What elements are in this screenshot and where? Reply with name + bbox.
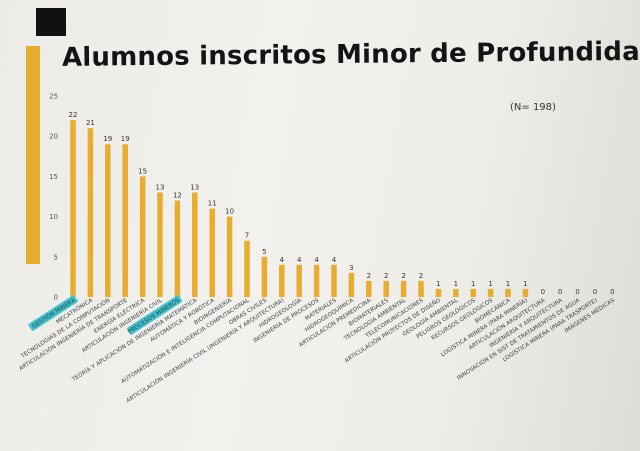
bar bbox=[244, 240, 250, 297]
bar-value-label: 0 bbox=[558, 288, 562, 296]
bar bbox=[139, 176, 146, 297]
sample-size-annotation: (N= 198) bbox=[510, 102, 556, 113]
bar-value-label: 5 bbox=[262, 248, 266, 256]
bar-value-label: 0 bbox=[541, 288, 545, 296]
bar-value-label: 0 bbox=[575, 288, 579, 296]
bar-value-label: 19 bbox=[121, 135, 130, 143]
bar-value-label: 1 bbox=[506, 280, 510, 288]
y-tick-label: 0 bbox=[54, 294, 58, 302]
bar bbox=[87, 128, 94, 297]
side-accent-bar bbox=[26, 46, 40, 264]
bar bbox=[400, 280, 407, 297]
bar-value-label: 1 bbox=[488, 280, 492, 288]
bar-value-label: 2 bbox=[367, 272, 371, 280]
category-highlight bbox=[126, 295, 183, 335]
bar-value-label: 1 bbox=[523, 280, 527, 288]
bar-value-label: 3 bbox=[349, 264, 353, 272]
bar-value-label: 12 bbox=[173, 192, 182, 200]
bar-value-label: 4 bbox=[297, 256, 302, 264]
bar bbox=[226, 216, 233, 297]
bar-value-label: 2 bbox=[401, 272, 405, 280]
bar bbox=[209, 208, 215, 297]
bar-value-label: 11 bbox=[208, 200, 217, 208]
y-tick-label: 5 bbox=[54, 253, 58, 261]
y-tick-label: 25 bbox=[49, 93, 58, 101]
bar-value-label: 0 bbox=[593, 288, 597, 296]
bar bbox=[366, 280, 372, 297]
bar-value-label: 4 bbox=[332, 256, 337, 264]
y-tick-label: 20 bbox=[49, 133, 58, 141]
bar-value-label: 7 bbox=[245, 232, 249, 240]
bar-value-label: 1 bbox=[436, 280, 440, 288]
y-tick-label: 10 bbox=[49, 213, 58, 221]
bar bbox=[174, 200, 181, 297]
bar-value-label: 1 bbox=[471, 280, 475, 288]
bar-value-label: 4 bbox=[314, 256, 319, 264]
category-highlight bbox=[28, 295, 78, 331]
bar bbox=[505, 288, 511, 297]
bar-value-label: 22 bbox=[69, 111, 78, 119]
bar-value-label: 13 bbox=[190, 183, 199, 191]
bar bbox=[522, 288, 529, 297]
bar bbox=[122, 144, 128, 297]
corner-square-decoration bbox=[36, 8, 66, 36]
bar bbox=[157, 192, 163, 297]
bar bbox=[418, 280, 424, 297]
bar bbox=[279, 264, 285, 297]
bar bbox=[296, 264, 302, 297]
bar bbox=[70, 120, 76, 298]
bar-value-label: 4 bbox=[280, 256, 285, 264]
bar bbox=[453, 288, 459, 297]
bar-value-label: 2 bbox=[384, 272, 388, 280]
bar-value-label: 0 bbox=[610, 288, 614, 296]
bar bbox=[313, 264, 320, 297]
bar-value-label: 2 bbox=[419, 272, 423, 280]
bar-value-label: 10 bbox=[225, 208, 234, 216]
bars-group bbox=[70, 120, 529, 298]
bar-value-label: 1 bbox=[454, 280, 458, 288]
y-tick-label: 15 bbox=[49, 173, 58, 181]
bar bbox=[383, 280, 389, 297]
bar bbox=[470, 288, 476, 297]
bar bbox=[192, 192, 198, 297]
bar bbox=[331, 264, 337, 297]
bar-value-label: 21 bbox=[86, 119, 95, 127]
bar-value-label: 13 bbox=[156, 183, 165, 191]
bar-value-label: 15 bbox=[138, 167, 147, 175]
bar bbox=[261, 256, 268, 297]
bar bbox=[435, 288, 442, 297]
y-axis: 0 5 10 15 20 25 bbox=[49, 93, 58, 302]
bar bbox=[105, 144, 111, 297]
bar bbox=[487, 288, 494, 297]
bar bbox=[348, 272, 355, 297]
bar-value-label: 19 bbox=[103, 135, 112, 143]
